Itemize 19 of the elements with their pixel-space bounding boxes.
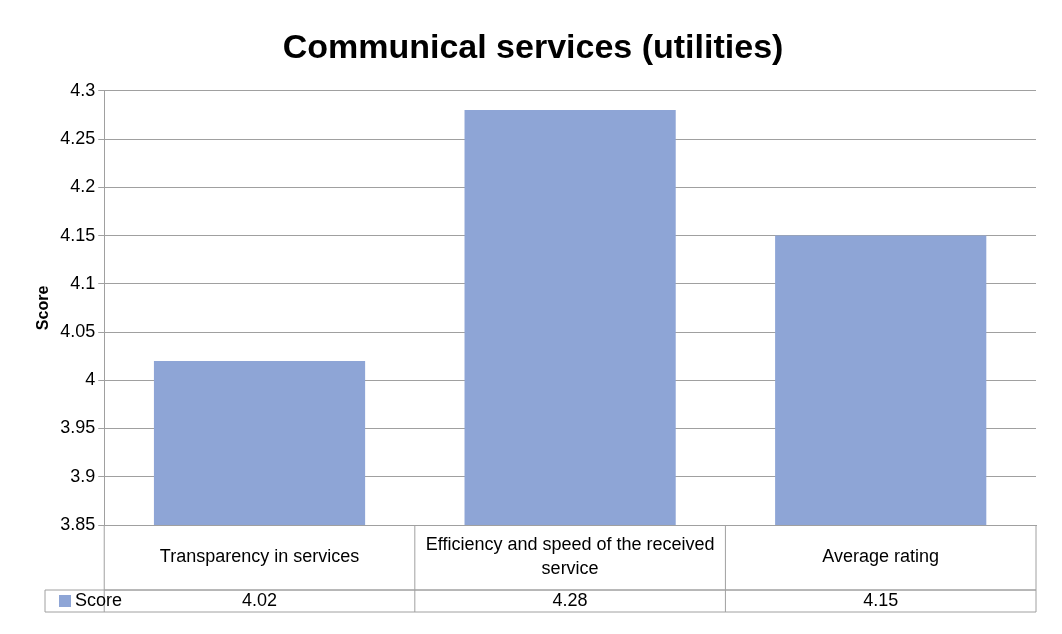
- y-tick-label: 4: [85, 369, 96, 390]
- y-tick-label: 3.95: [60, 417, 96, 438]
- y-tick-label: 4.1: [70, 272, 96, 293]
- x-tick-label: Average rating: [822, 546, 940, 567]
- data-label: 4.28: [552, 589, 588, 610]
- data-label: 4.02: [242, 589, 278, 610]
- data-label: 4.15: [863, 589, 899, 610]
- x-tick-label: Transparency in services: [159, 546, 360, 567]
- chart-title: Communical services (utilities): [282, 26, 784, 65]
- x-tick-label: Efficiency and speed of the received service: [425, 534, 715, 579]
- y-tick-label: 4.25: [60, 128, 96, 149]
- legend-label: Score: [75, 589, 123, 610]
- y-tick-label: 4.3: [70, 79, 96, 100]
- y-tick-label: 4.05: [60, 320, 96, 341]
- y-tick-label: 3.9: [70, 465, 96, 486]
- y-tick-label: 4.15: [60, 224, 96, 245]
- y-tick-label: 4.2: [70, 176, 96, 197]
- y-axis-title: Score: [34, 285, 52, 331]
- y-tick-label: 3.85: [60, 513, 96, 534]
